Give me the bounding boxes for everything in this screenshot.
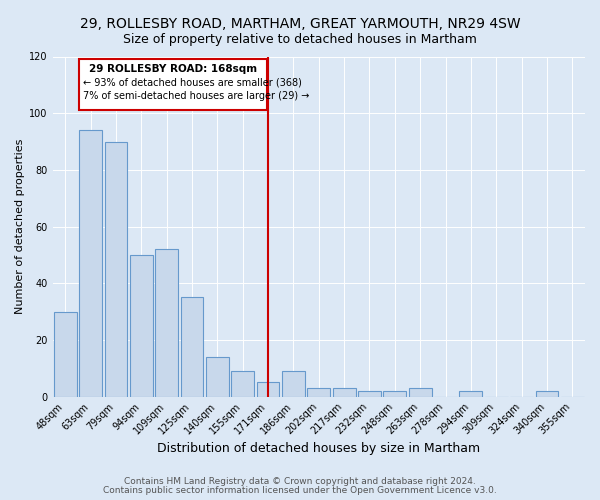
Bar [536,391,559,396]
Text: 29, ROLLESBY ROAD, MARTHAM, GREAT YARMOUTH, NR29 4SW: 29, ROLLESBY ROAD, MARTHAM, GREAT YARMOU… [80,18,520,32]
Bar [257,382,280,396]
Text: Contains public sector information licensed under the Open Government Licence v3: Contains public sector information licen… [103,486,497,495]
Text: 7% of semi-detached houses are larger (29) →: 7% of semi-detached houses are larger (2… [83,90,310,101]
Bar [130,255,152,396]
Bar [282,371,305,396]
Text: Size of property relative to detached houses in Martham: Size of property relative to detached ho… [123,32,477,46]
Bar [181,298,203,396]
Text: Contains HM Land Registry data © Crown copyright and database right 2024.: Contains HM Land Registry data © Crown c… [124,477,476,486]
Bar [358,391,381,396]
Bar [155,250,178,396]
Bar [460,391,482,396]
Bar [231,371,254,396]
Bar [383,391,406,396]
X-axis label: Distribution of detached houses by size in Martham: Distribution of detached houses by size … [157,442,481,455]
Bar [307,388,330,396]
Bar [333,388,356,396]
FancyBboxPatch shape [79,60,267,110]
Bar [206,357,229,397]
Bar [104,142,127,396]
Bar [54,312,77,396]
Text: ← 93% of detached houses are smaller (368): ← 93% of detached houses are smaller (36… [83,78,302,88]
Y-axis label: Number of detached properties: Number of detached properties [15,139,25,314]
Bar [409,388,431,396]
Bar [79,130,102,396]
Text: 29 ROLLESBY ROAD: 168sqm: 29 ROLLESBY ROAD: 168sqm [89,64,257,74]
